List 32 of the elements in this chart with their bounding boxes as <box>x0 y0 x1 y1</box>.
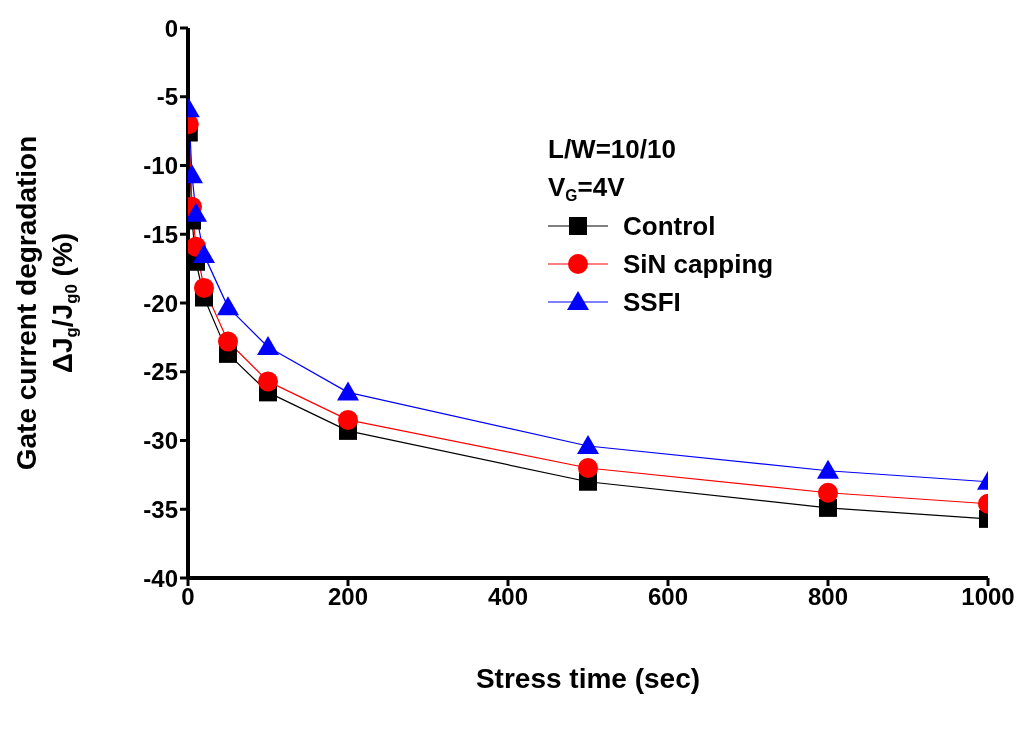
y-tick-label: -5 <box>156 83 178 111</box>
y-tick-label: -35 <box>143 495 178 523</box>
x-tick-label: 200 <box>327 583 369 611</box>
point <box>337 381 359 401</box>
point <box>257 336 279 355</box>
legend-label: Control <box>623 211 716 241</box>
y-tick-label: -30 <box>143 427 178 455</box>
legend-label: SiN capping <box>623 249 774 279</box>
x-tick-label: 600 <box>647 583 689 611</box>
legend-title: L/W=10/10 V$_{G}$=4V <box>548 134 676 204</box>
point <box>218 331 238 352</box>
point <box>194 277 214 298</box>
x-tick-label: 400 <box>487 583 529 611</box>
x-tick-label: 800 <box>807 583 849 611</box>
point <box>193 243 215 263</box>
point <box>577 435 599 454</box>
point <box>578 458 598 478</box>
x-axis-title: Stress time (sec) <box>475 663 701 694</box>
legend-label: SSFI <box>623 287 681 317</box>
y-tick-label: -20 <box>143 289 178 317</box>
point <box>258 371 278 392</box>
y-tick-label: -15 <box>143 220 178 248</box>
point <box>818 482 838 503</box>
y-tick-label: -10 <box>143 152 178 180</box>
point <box>817 459 839 479</box>
point <box>217 296 239 316</box>
y-tick-label: -25 <box>143 358 178 386</box>
y-tick-label: 0 <box>164 14 178 42</box>
point <box>338 409 358 430</box>
y-tick-label: -40 <box>143 564 178 592</box>
x-tick-label: 1000 <box>961 583 1015 611</box>
x-tick-label: 0 <box>181 583 195 611</box>
